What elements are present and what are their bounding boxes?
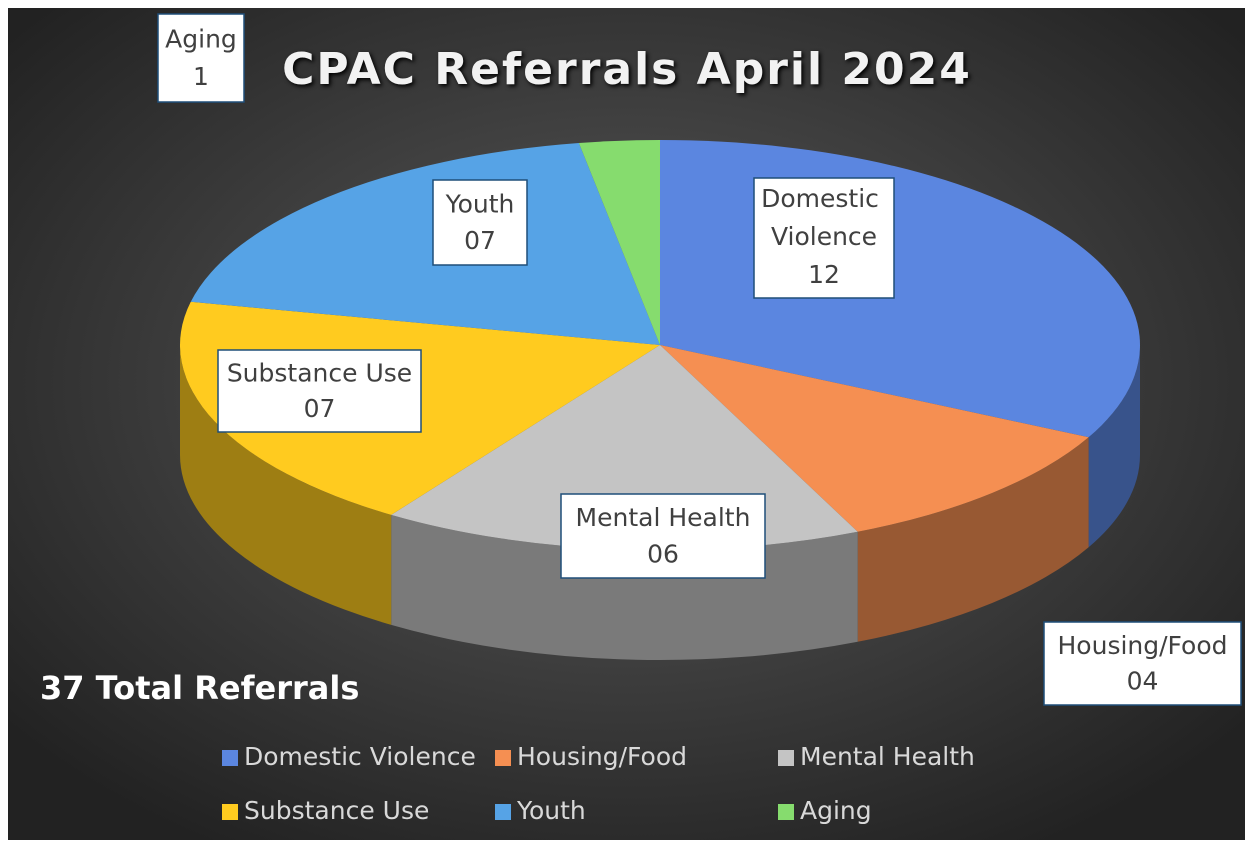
label-box <box>1043 621 1242 706</box>
data-label-name: Mental Health <box>576 503 751 532</box>
data-label-value: 12 <box>808 260 840 289</box>
label-box <box>157 13 245 103</box>
slice-side <box>1088 345 1140 548</box>
label-box <box>753 177 895 299</box>
legend-swatch <box>778 804 794 820</box>
data-label-name: Youth <box>445 190 515 219</box>
legend-swatch <box>778 750 794 766</box>
legend-swatch <box>222 804 238 820</box>
label-box <box>432 179 528 266</box>
slice <box>578 140 660 345</box>
legend-swatch <box>222 750 238 766</box>
data-label-name: Domestic Violence <box>761 184 887 251</box>
slice-side <box>857 437 1089 642</box>
legend-label: Aging <box>800 796 872 825</box>
legend-swatch <box>495 750 511 766</box>
data-label-value: 07 <box>464 226 496 255</box>
chart-title: CPAC Referrals April 2024 <box>282 44 972 95</box>
legend-label: Domestic Violence <box>244 742 476 771</box>
legend-label: Youth <box>516 796 586 825</box>
data-label-name: Housing/Food <box>1058 631 1228 660</box>
data-label-value: 1 <box>193 62 209 91</box>
slice <box>660 345 1089 532</box>
data-label-name: Substance Use <box>227 359 412 388</box>
data-label-value: 06 <box>647 539 679 568</box>
legend-label: Mental Health <box>800 742 975 771</box>
legend-swatch <box>495 804 511 820</box>
legend-label: Substance Use <box>244 796 429 825</box>
data-label-value: 07 <box>304 394 336 423</box>
slice-side <box>180 345 392 625</box>
legend-label: Housing/Food <box>517 742 687 771</box>
annotation: 37 Total Referrals <box>40 669 359 707</box>
slice <box>190 142 660 345</box>
label-box <box>217 349 422 433</box>
label-box <box>560 493 766 579</box>
data-label-name: Aging <box>165 24 237 53</box>
data-label-value: 04 <box>1127 667 1159 696</box>
